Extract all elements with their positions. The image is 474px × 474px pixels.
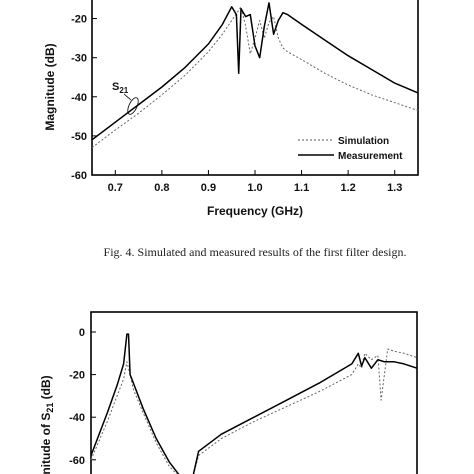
legend-measurement-label: Measurement — [338, 151, 403, 162]
top-x-tick-label: 1.1 — [294, 182, 309, 194]
s21-annotation-text: S — [112, 81, 119, 93]
top-y-tick-label: -30 — [71, 53, 87, 65]
top-x-tick-label: 1.0 — [247, 182, 262, 194]
s21-annotation-leader — [123, 93, 132, 101]
top-chart-plot-frame — [91, 0, 419, 176]
bottom-chart-y-axis-label-suffix: (dB) — [39, 375, 53, 402]
top-chart-x-axis-label: Frequency (GHz) — [207, 204, 303, 218]
bottom-series-simulation-line — [90, 348, 418, 474]
bottom-chart-series — [90, 333, 418, 474]
top-chart-y-axis-label: Magnitude (dB) — [43, 43, 57, 130]
bottom-chart-y-axis-label-main: nitude of S — [39, 413, 53, 474]
top-chart-y-ticks: -20 -30 -40 -50 -60 — [71, 14, 97, 182]
bottom-chart-y-axis-label: nitude of S21 (dB) — [39, 375, 55, 474]
top-y-tick-label: -20 — [71, 14, 87, 26]
legend-simulation-label: Simulation — [338, 136, 389, 147]
bottom-chart: 0 -20 -40 -60 nitude of S21 (dB) — [39, 311, 418, 474]
top-series-measurement-line — [91, 2, 419, 141]
top-chart: 0.7 0.8 0.9 1.0 1.1 1.2 1.3 -20 -30 -40 -50 -60 Fr… — [43, 0, 419, 218]
s21-annotation-subscript: 21 — [119, 86, 128, 95]
bottom-chart-y-ticks: 0 -20 -40 -60 — [69, 327, 96, 467]
top-x-tick-label: 1.2 — [340, 182, 355, 194]
top-x-tick-label: 0.9 — [201, 182, 216, 194]
top-x-tick-label: 0.8 — [154, 182, 169, 194]
s21-annotation: S21 — [112, 81, 139, 115]
top-chart-series — [91, 2, 419, 148]
bottom-y-tick-label: -20 — [69, 370, 85, 382]
figure-caption: Fig. 4. Simulated and measured results o… — [104, 245, 407, 259]
bottom-chart-plot-frame — [90, 311, 418, 474]
bottom-y-tick-label: -60 — [69, 455, 85, 467]
svg-text:S21: S21 — [112, 81, 129, 95]
top-series-simulation-line — [91, 6, 419, 148]
bottom-y-tick-label: 0 — [79, 327, 85, 339]
bottom-chart-y-axis-label-subscript: 21 — [45, 403, 55, 413]
bottom-series-measurement-line — [90, 333, 418, 474]
top-y-tick-label: -60 — [71, 170, 87, 182]
top-y-tick-label: -40 — [71, 92, 87, 104]
top-x-tick-label: 0.7 — [108, 182, 123, 194]
top-chart-legend: Simulation Measurement — [298, 136, 403, 162]
s21-annotation-ellipse — [127, 97, 139, 115]
top-x-tick-label: 1.3 — [387, 182, 402, 194]
bottom-y-tick-label: -40 — [69, 412, 85, 424]
top-chart-x-ticks: 0.7 0.8 0.9 1.0 1.1 1.2 1.3 — [108, 170, 402, 194]
top-y-tick-label: -50 — [71, 131, 87, 143]
